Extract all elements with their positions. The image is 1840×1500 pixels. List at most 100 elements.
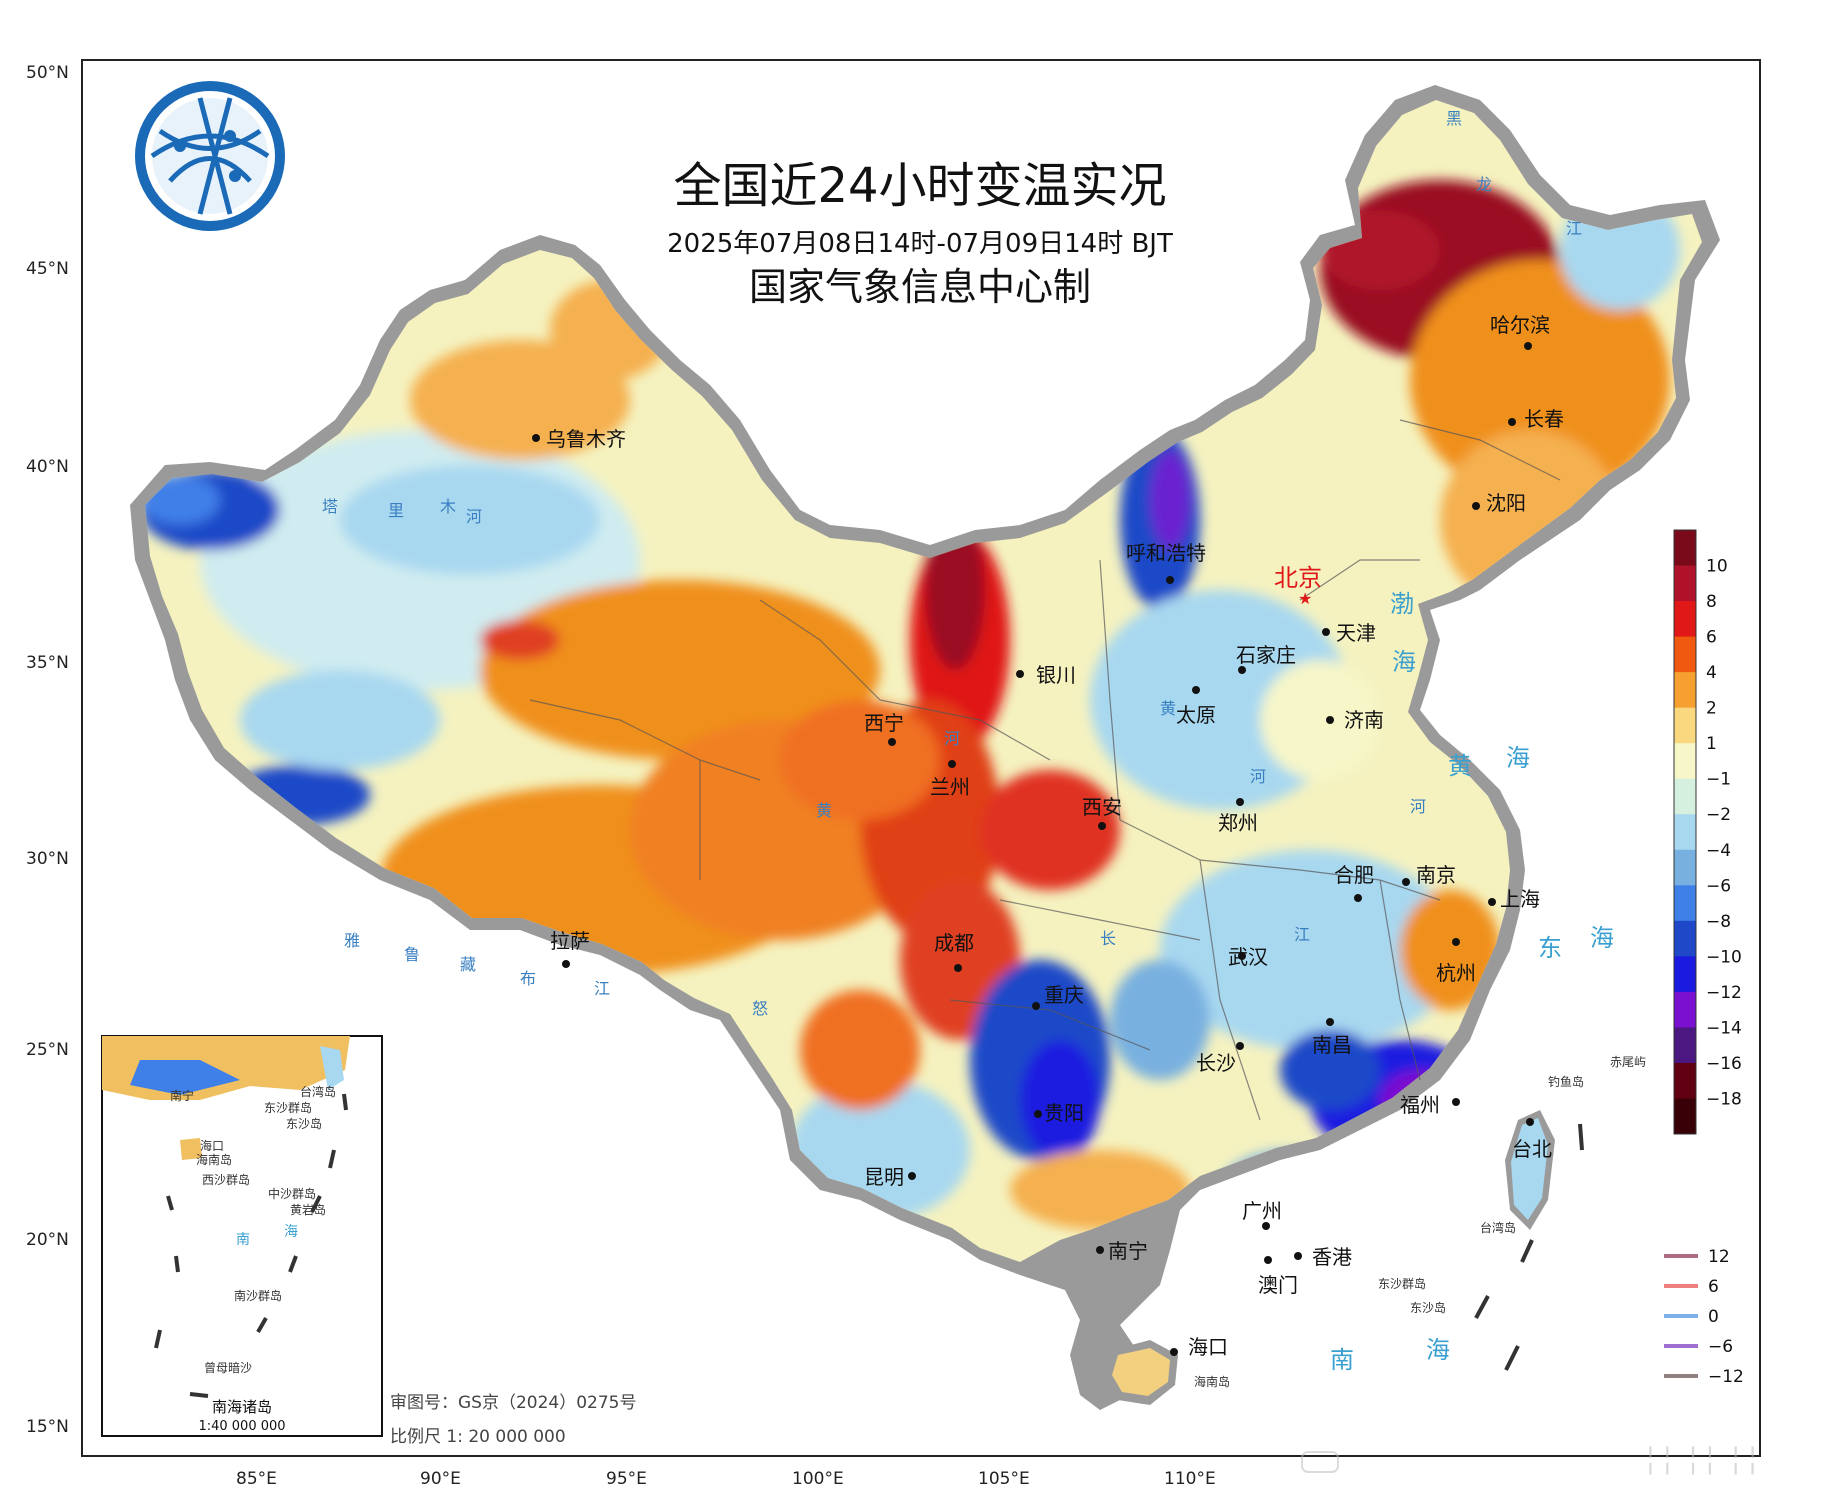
svg-text:海口: 海口 [200, 1138, 224, 1153]
svg-text:贵阳: 贵阳 [1044, 1101, 1084, 1125]
color-bar-label: 1 [1706, 734, 1717, 754]
svg-text:长沙: 长沙 [1196, 1051, 1236, 1075]
city-macau: 澳门 [1258, 1256, 1298, 1297]
svg-text:郑州: 郑州 [1218, 811, 1258, 835]
svg-text:杭州: 杭州 [1436, 961, 1476, 985]
svg-text:福州: 福州 [1400, 1093, 1440, 1117]
city-xian: 西安 [1082, 795, 1122, 830]
lon-label-110: 110°E [1164, 1469, 1216, 1489]
svg-text:重庆: 重庆 [1044, 983, 1084, 1007]
svg-text:东沙群岛: 东沙群岛 [264, 1100, 312, 1115]
river-yangtze-2: 江 [1294, 925, 1310, 944]
river-tarim-1: 塔 [322, 497, 338, 516]
city-taiyuan: 太原 [1176, 686, 1216, 727]
svg-text:乌鲁木齐: 乌鲁木齐 [546, 427, 626, 451]
svg-text:上海: 上海 [1500, 887, 1540, 911]
city-shanghai: 上海 [1488, 887, 1540, 911]
color-bar-swatch [1674, 565, 1696, 602]
island-dongsha-qundao: 东沙群岛 [1378, 1276, 1426, 1291]
city-guiyang: 贵阳 [1034, 1101, 1084, 1125]
svg-text:中沙群岛: 中沙群岛 [268, 1186, 316, 1201]
city-taipei: 台北 [1512, 1118, 1552, 1161]
color-bar-label: 8 [1706, 592, 1717, 612]
svg-text:西宁: 西宁 [864, 711, 904, 735]
color-bar-swatch [1674, 920, 1696, 957]
lat-label-35: 35°N [26, 653, 69, 673]
sea-bohai-1: 渤 [1390, 590, 1414, 618]
south-china-sea-inset: 南宁 海口 海南岛 台湾岛 东沙群岛 东沙岛 西沙群岛 中沙群岛 黄岩岛 南 海… [101, 1035, 383, 1437]
city-urumqi: 乌鲁木齐 [532, 427, 626, 451]
map-producer: 国家气象信息中心制 [749, 265, 1091, 309]
city-hongkong: 香港 [1294, 1245, 1352, 1269]
watermark: ╎╎ ╎╎ ╎╎ [1301, 1444, 1761, 1477]
city-hangzhou: 杭州 [1436, 938, 1476, 985]
sea-bohai-2: 海 [1392, 648, 1416, 676]
city-jinan: 济南 [1326, 708, 1384, 732]
svg-text:银川: 银川 [1036, 663, 1076, 687]
color-bar-label: −10 [1706, 947, 1742, 967]
color-bar-swatch [1674, 1098, 1696, 1135]
river-yellow-1: 黄 [1160, 699, 1176, 718]
lon-label-105: 105°E [978, 1469, 1030, 1489]
maritime-dashes [1474, 1123, 1584, 1371]
lon-label-95: 95°E [606, 1469, 647, 1489]
color-bar-swatch [1674, 1027, 1696, 1064]
color-bar-swatch [1674, 991, 1696, 1028]
city-yinchuan: 银川 [1016, 663, 1076, 687]
color-bar-label: −16 [1706, 1054, 1742, 1074]
city-shijiazhuang: 石家庄 [1236, 643, 1296, 674]
svg-text:香港: 香港 [1312, 1245, 1352, 1269]
svg-text:海南岛: 海南岛 [196, 1152, 232, 1167]
island-dongsha-dao: 东沙岛 [1410, 1300, 1446, 1315]
river-tarim-4: 河 [466, 507, 482, 526]
city-lanzhou: 兰州 [930, 760, 970, 799]
river-amur-1: 黑 [1446, 109, 1462, 128]
svg-text:拉萨: 拉萨 [550, 929, 590, 953]
svg-text:海: 海 [284, 1224, 298, 1240]
contour-line-legend: 12 6 0 −6 −12 [1664, 1247, 1744, 1387]
svg-text:石家庄: 石家庄 [1236, 643, 1296, 667]
svg-text:海口: 海口 [1188, 1335, 1228, 1359]
svg-text:南昌: 南昌 [1312, 1033, 1352, 1057]
svg-text:北京: 北京 [1274, 564, 1322, 592]
color-bar-swatch [1674, 530, 1696, 567]
lon-label-90: 90°E [420, 1469, 461, 1489]
inset-scale: 1:40 000 000 [198, 1419, 285, 1434]
color-bar-label: 6 [1706, 628, 1717, 648]
city-zhengzhou: 郑州 [1218, 798, 1258, 835]
svg-text:南宁: 南宁 [170, 1088, 194, 1103]
river-yarlung-5: 江 [594, 979, 610, 998]
lat-label-25: 25°N [26, 1040, 69, 1060]
svg-text:南京: 南京 [1416, 863, 1456, 887]
color-bar-label: −18 [1706, 1089, 1742, 1109]
color-bar-swatch [1674, 849, 1696, 886]
svg-text:昆明: 昆明 [864, 1165, 904, 1189]
svg-text:天津: 天津 [1336, 621, 1376, 645]
river-yellow-4: 河 [1250, 767, 1266, 786]
line-legend-label: 6 [1708, 1277, 1719, 1297]
sea-labels: 渤 海 黄 海 东 海 南 海 [1330, 590, 1614, 1374]
svg-text:澳门: 澳门 [1258, 1273, 1298, 1297]
river-yellow-5: 河 [1410, 797, 1426, 816]
svg-text:武汉: 武汉 [1228, 945, 1268, 969]
color-bar-swatch [1674, 707, 1696, 744]
svg-text:西沙群岛: 西沙群岛 [202, 1172, 250, 1187]
color-bar-swatch [1674, 601, 1696, 638]
lon-label-100: 100°E [792, 1469, 844, 1489]
color-bar-swatch [1674, 956, 1696, 993]
city-tianjin: 天津 [1322, 621, 1376, 645]
scale-note: 比例尺 1: 20 000 000 [390, 1427, 566, 1447]
river-amur-2: 龙 [1476, 175, 1492, 194]
svg-text:南宁: 南宁 [1108, 1239, 1148, 1263]
island-diaoyu: 钓鱼岛 [1548, 1074, 1584, 1089]
river-yarlung-2: 鲁 [404, 945, 420, 964]
color-bar: 10 8 6 4 2 1 −1 −2 −4 −6 −8 −10 −12 −14 −16 −18 [1673, 529, 1742, 1135]
color-bar-label: 4 [1706, 663, 1717, 683]
city-chengdu: 成都 [934, 931, 974, 972]
lat-label-40: 40°N [26, 457, 69, 477]
lat-label-20: 20°N [26, 1230, 69, 1250]
city-changsha: 长沙 [1196, 1042, 1244, 1075]
river-yellow-3: 黄 [816, 801, 832, 820]
island-chiwei: 赤尾屿 [1610, 1055, 1646, 1069]
